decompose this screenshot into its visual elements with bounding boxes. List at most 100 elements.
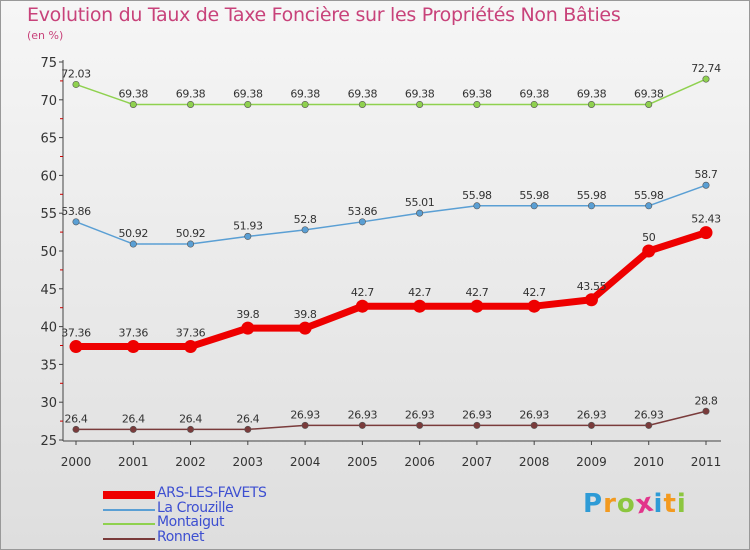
data-label-ars-les-favets: 37.36 [176,327,206,340]
legend-swatch-ars-les-favets [103,491,155,499]
series-line-montaigut [75,78,707,106]
data-label-la-crouzille: 55.98 [634,189,664,202]
y-tick-label: 35 [40,358,57,373]
series-line-ronnet [76,410,707,431]
data-point-montaigut [530,100,538,108]
series-line-ars-les-favets [76,229,708,351]
data-point-ronnet [244,425,252,433]
data-point-ars-les-favets [184,340,198,354]
y-tick-label: 45 [40,283,57,298]
data-point-ars-les-favets [298,321,312,335]
x-tick-label: 2003 [233,455,264,469]
data-point-ars-les-favets [241,321,255,335]
y-tick-label: 75 [40,56,57,71]
data-point-ronnet [129,425,137,433]
data-label-ars-les-favets: 43.55 [577,280,607,293]
data-label-montaigut: 69.38 [290,87,320,100]
y-tick-label: 55 [40,207,57,222]
data-label-montaigut: 69.38 [119,87,149,100]
data-point-ronnet [301,421,309,429]
x-tick-label: 2004 [290,455,321,469]
data-point-ars-les-favets [642,244,656,258]
data-label-la-crouzille: 52.8 [294,213,317,226]
x-tick-label: 2001 [118,455,149,469]
data-point-la-crouzille [702,181,710,189]
data-label-ronnet: 26.4 [236,412,259,425]
data-label-ars-les-favets: 42.7 [351,286,374,299]
legend-swatch-montaigut [103,523,155,525]
x-tick-label: 2002 [175,455,206,469]
data-point-ronnet [587,421,595,429]
data-point-ars-les-favets [69,340,83,354]
legend-label-montaigut: Montaigut [157,514,225,530]
brand-letter: i [653,489,664,519]
data-point-ronnet [702,407,710,415]
data-label-montaigut: 69.38 [577,87,607,100]
data-label-la-crouzille: 55.98 [462,189,492,202]
data-label-la-crouzille: 58.7 [695,168,718,181]
data-label-montaigut: 72.74 [691,62,721,75]
data-point-ars-les-favets [584,293,598,307]
data-point-la-crouzille [358,218,366,226]
data-label-la-crouzille: 55.01 [405,196,435,209]
data-point-ronnet [473,421,481,429]
data-point-la-crouzille [187,240,195,248]
series-line-la-crouzille [75,184,707,245]
data-point-montaigut [72,80,80,88]
data-point-montaigut [129,100,137,108]
data-label-montaigut: 69.38 [462,87,492,100]
legend-swatch-ronnet [103,538,155,540]
data-point-la-crouzille [645,202,653,210]
data-point-ars-les-favets [413,299,427,313]
data-point-la-crouzille [587,202,595,210]
data-label-la-crouzille: 55.98 [519,189,549,202]
data-point-ars-les-favets [355,299,369,313]
data-point-ronnet [358,421,366,429]
data-label-ronnet: 26.93 [577,408,607,421]
data-label-ronnet: 26.4 [122,412,145,425]
data-point-la-crouzille [301,226,309,234]
data-point-montaigut [244,100,252,108]
x-tick-label: 2008 [519,455,550,469]
y-tick-label: 30 [40,396,57,411]
data-label-montaigut: 72.03 [61,67,91,80]
chart-title: Evolution du Taux de Taxe Foncière sur l… [27,4,621,26]
y-tick-label: 70 [40,94,57,109]
data-label-montaigut: 69.38 [405,87,435,100]
data-point-ars-les-favets [470,299,484,313]
data-label-ars-les-favets: 50 [642,231,656,244]
data-label-ars-les-favets: 37.36 [61,327,91,340]
data-point-montaigut [416,100,424,108]
x-tick-label: 2007 [462,455,493,469]
data-point-ronnet [645,421,653,429]
data-point-montaigut [187,100,195,108]
legend-label-ronnet: Ronnet [157,529,205,545]
x-tick-label: 2011 [691,455,722,469]
data-label-ronnet: 26.93 [462,408,492,421]
data-label-ars-les-favets: 39.8 [236,308,259,321]
data-point-la-crouzille [530,202,538,210]
y-tick-label: 60 [40,169,57,184]
data-label-montaigut: 69.38 [176,87,206,100]
data-point-ronnet [187,425,195,433]
data-label-la-crouzille: 53.86 [348,205,378,218]
x-tick-label: 2005 [347,455,378,469]
proxiti-logo: Proxiti [583,487,687,520]
x-tick-label: 2010 [633,455,664,469]
data-label-la-crouzille: 55.98 [577,189,607,202]
data-point-ronnet [530,421,538,429]
data-point-la-crouzille [244,232,252,240]
data-point-la-crouzille [72,218,80,226]
legend-swatch-la-crouzille [103,509,155,511]
y-tick-label: 25 [40,434,57,449]
legend-label-la-crouzille: La Crouzille [157,500,234,516]
data-label-la-crouzille: 50.92 [176,227,206,240]
data-label-ronnet: 26.93 [348,408,378,421]
brand-letter: o [616,489,636,519]
data-label-ars-les-favets: 42.7 [465,286,488,299]
data-label-ars-les-favets: 42.7 [408,286,431,299]
data-point-montaigut [301,100,309,108]
data-point-montaigut [645,100,653,108]
